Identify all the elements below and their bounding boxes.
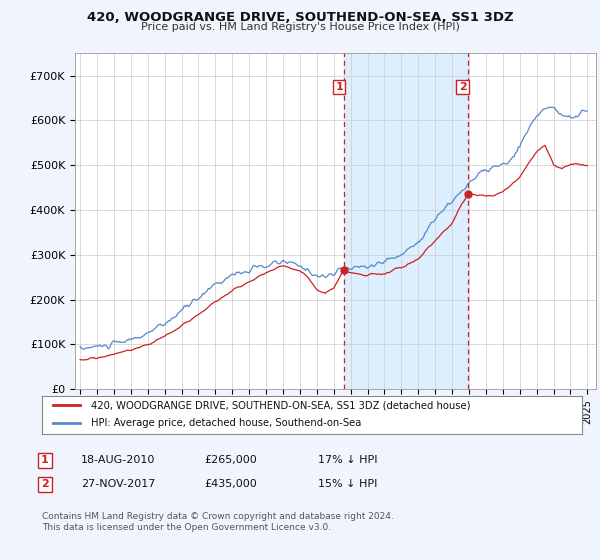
- Text: £265,000: £265,000: [204, 455, 257, 465]
- Text: 1: 1: [335, 82, 343, 92]
- Text: HPI: Average price, detached house, Southend-on-Sea: HPI: Average price, detached house, Sout…: [91, 418, 361, 428]
- Text: 27-NOV-2017: 27-NOV-2017: [81, 479, 155, 489]
- Text: £435,000: £435,000: [204, 479, 257, 489]
- Text: Contains HM Land Registry data © Crown copyright and database right 2024.
This d: Contains HM Land Registry data © Crown c…: [42, 512, 394, 532]
- Text: 2: 2: [41, 479, 49, 489]
- Text: 17% ↓ HPI: 17% ↓ HPI: [318, 455, 377, 465]
- Text: 15% ↓ HPI: 15% ↓ HPI: [318, 479, 377, 489]
- Text: Price paid vs. HM Land Registry's House Price Index (HPI): Price paid vs. HM Land Registry's House …: [140, 22, 460, 32]
- Text: 2: 2: [458, 82, 466, 92]
- Bar: [344, 53, 467, 389]
- Text: 18-AUG-2010: 18-AUG-2010: [81, 455, 155, 465]
- Text: 420, WOODGRANGE DRIVE, SOUTHEND-ON-SEA, SS1 3DZ (detached house): 420, WOODGRANGE DRIVE, SOUTHEND-ON-SEA, …: [91, 400, 470, 410]
- Text: 1: 1: [41, 455, 49, 465]
- Text: 420, WOODGRANGE DRIVE, SOUTHEND-ON-SEA, SS1 3DZ: 420, WOODGRANGE DRIVE, SOUTHEND-ON-SEA, …: [86, 11, 514, 24]
